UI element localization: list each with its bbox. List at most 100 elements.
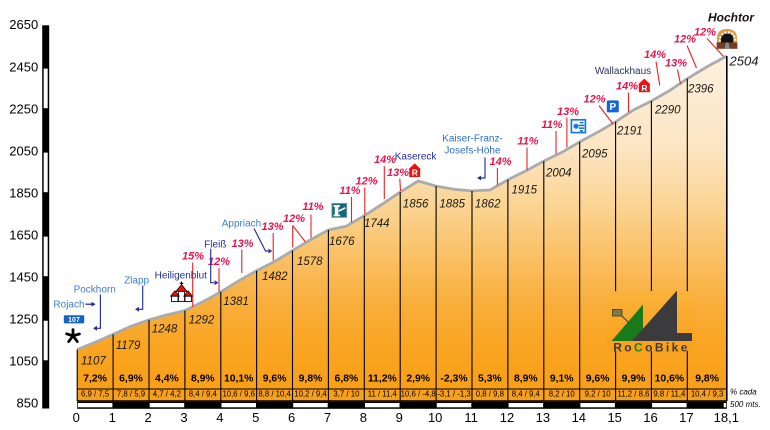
svg-text:3: 3 <box>180 410 187 425</box>
svg-text:2095: 2095 <box>581 149 608 161</box>
svg-text:4: 4 <box>216 410 223 425</box>
svg-text:Wallackhaus: Wallackhaus <box>595 66 651 77</box>
svg-text:Kaiser-Franz-: Kaiser-Franz- <box>442 134 503 145</box>
svg-text:Appriach: Appriach <box>222 218 261 229</box>
svg-text:1248: 1248 <box>152 323 178 335</box>
svg-text:8,4 / 9,4: 8,4 / 9,4 <box>512 390 541 399</box>
svg-text:9,8%: 9,8% <box>695 374 719 385</box>
svg-text:10,2 / 9,4: 10,2 / 9,4 <box>294 390 327 399</box>
svg-text:850: 850 <box>16 395 38 410</box>
svg-text:Zlapp: Zlapp <box>124 276 149 287</box>
svg-text:5: 5 <box>252 410 259 425</box>
svg-text:7,8 / 5,9: 7,8 / 5,9 <box>117 390 145 399</box>
svg-text:1676: 1676 <box>329 236 355 248</box>
svg-text:14%: 14% <box>489 156 511 168</box>
svg-text:4,4%: 4,4% <box>155 374 179 385</box>
svg-text:13%: 13% <box>261 221 283 233</box>
svg-text:2004: 2004 <box>545 168 572 180</box>
svg-text:P: P <box>609 102 616 113</box>
svg-text:9,6%: 9,6% <box>586 374 610 385</box>
svg-text:0: 0 <box>73 410 80 425</box>
svg-text:8,4 / 9,4: 8,4 / 9,4 <box>189 390 218 399</box>
svg-text:1885: 1885 <box>439 199 465 211</box>
svg-text:1250: 1250 <box>9 311 38 326</box>
svg-text:12%: 12% <box>208 256 230 268</box>
svg-text:13%: 13% <box>665 58 687 70</box>
svg-text:1915: 1915 <box>512 185 538 197</box>
svg-text:10,1%: 10,1% <box>224 374 253 385</box>
svg-text:1856: 1856 <box>403 199 429 211</box>
svg-text:13%: 13% <box>231 238 253 250</box>
svg-text:Kasereck: Kasereck <box>395 152 438 163</box>
svg-text:Heiligenblut: Heiligenblut <box>155 271 207 282</box>
svg-text:1: 1 <box>109 410 116 425</box>
svg-text:7,2%: 7,2% <box>83 374 107 385</box>
svg-text:12%: 12% <box>583 94 605 106</box>
svg-text:2050: 2050 <box>9 143 38 158</box>
svg-text:11%: 11% <box>541 119 562 131</box>
svg-text:9,2 / 10: 9,2 / 10 <box>585 390 612 399</box>
svg-text:9,6%: 9,6% <box>263 374 287 385</box>
svg-text:12%: 12% <box>355 176 377 188</box>
svg-text:9,1%: 9,1% <box>550 374 574 385</box>
svg-text:2: 2 <box>144 410 151 425</box>
svg-text:11%: 11% <box>302 201 323 213</box>
svg-text:1850: 1850 <box>9 185 38 200</box>
svg-text:10,6%: 10,6% <box>655 374 684 385</box>
svg-text:13%: 13% <box>387 167 409 179</box>
svg-text:1862: 1862 <box>475 199 501 211</box>
svg-text:Pockhorn: Pockhorn <box>74 285 116 296</box>
svg-text:9,8 / 11,4: 9,8 / 11,4 <box>653 390 686 399</box>
svg-text:10,6 / -4,8: 10,6 / -4,8 <box>401 390 436 399</box>
svg-text:2250: 2250 <box>9 101 38 116</box>
svg-text:RoCoBike: RoCoBike <box>613 341 690 355</box>
svg-text:2,9%: 2,9% <box>406 374 430 385</box>
svg-text:Hochtor: Hochtor <box>708 11 755 25</box>
svg-text:12%: 12% <box>674 34 696 46</box>
svg-text:6,9%: 6,9% <box>119 374 143 385</box>
svg-text:1179: 1179 <box>116 340 141 352</box>
svg-text:1744: 1744 <box>364 218 390 230</box>
svg-text:12%: 12% <box>694 27 716 39</box>
svg-text:10: 10 <box>428 410 442 425</box>
svg-text:6: 6 <box>288 410 295 425</box>
svg-text:14%: 14% <box>616 81 638 93</box>
svg-text:6,9 / 7,5: 6,9 / 7,5 <box>81 390 110 399</box>
svg-text:7: 7 <box>324 410 331 425</box>
svg-text:11%: 11% <box>517 136 538 148</box>
svg-text:8,9%: 8,9% <box>514 374 538 385</box>
svg-text:Fleiß: Fleiß <box>204 239 226 250</box>
svg-text:14: 14 <box>572 410 586 425</box>
svg-text:500 mts.: 500 mts. <box>730 400 761 409</box>
svg-text:8,8 / 10,4: 8,8 / 10,4 <box>258 390 291 399</box>
svg-text:16: 16 <box>643 410 657 425</box>
svg-text:4,7 / 4,2: 4,7 / 4,2 <box>153 390 181 399</box>
svg-text:17: 17 <box>679 410 693 425</box>
svg-text:2650: 2650 <box>9 17 38 32</box>
svg-text:1107: 1107 <box>81 356 106 368</box>
svg-text:11 / 11,4: 11 / 11,4 <box>368 390 398 399</box>
svg-text:13%: 13% <box>557 106 579 118</box>
svg-text:8,2 / 10: 8,2 / 10 <box>549 390 576 399</box>
svg-text:2450: 2450 <box>9 59 38 74</box>
svg-text:2191: 2191 <box>616 126 643 138</box>
svg-text:10,6 / 9,6: 10,6 / 9,6 <box>222 390 255 399</box>
svg-text:14%: 14% <box>374 154 396 166</box>
svg-text:8,9%: 8,9% <box>191 374 215 385</box>
svg-text:-2,3%: -2,3% <box>440 374 467 385</box>
svg-text:1381: 1381 <box>223 296 249 308</box>
svg-text:1482: 1482 <box>262 271 288 283</box>
svg-text:1578: 1578 <box>297 256 323 268</box>
svg-text:1292: 1292 <box>189 315 215 327</box>
svg-text:11%: 11% <box>339 185 360 197</box>
svg-text:6,8%: 6,8% <box>335 374 359 385</box>
svg-text:15%: 15% <box>182 251 204 263</box>
svg-text:3,7 / 10: 3,7 / 10 <box>333 390 360 399</box>
svg-text:2290: 2290 <box>654 105 681 117</box>
svg-text:8: 8 <box>360 410 367 425</box>
svg-text:1650: 1650 <box>9 227 38 242</box>
svg-text:9,9%: 9,9% <box>622 374 646 385</box>
svg-text:2504: 2504 <box>729 54 759 69</box>
svg-text:11,2%: 11,2% <box>368 374 397 385</box>
svg-text:2396: 2396 <box>687 84 714 96</box>
